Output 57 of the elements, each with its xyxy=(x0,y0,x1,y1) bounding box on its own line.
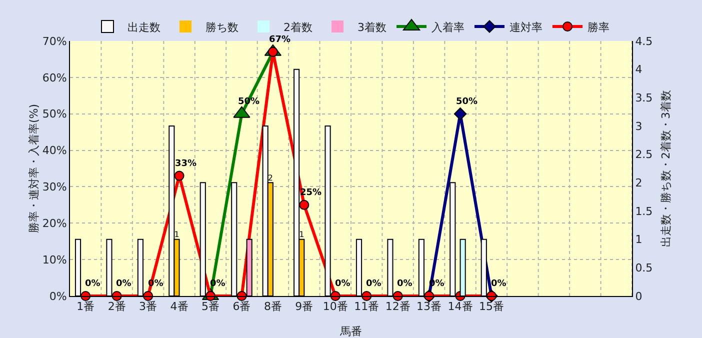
data-label: 50% xyxy=(456,97,478,107)
x-tick-label: 2番 xyxy=(108,300,126,314)
data-label: 67% xyxy=(269,35,291,45)
y-tick-label: 10% xyxy=(42,253,67,266)
x-axis-title: 馬番 xyxy=(339,325,362,338)
point xyxy=(174,170,184,181)
y2-tick-label: 0.5 xyxy=(635,262,653,275)
y-tick-label: 30% xyxy=(42,180,67,194)
data-label: 0% xyxy=(491,279,506,289)
x-tick-label: 15番 xyxy=(479,300,504,314)
data-label: 0% xyxy=(85,279,100,289)
y2-tick-label: 2 xyxy=(635,176,642,190)
x-tick-label: 12番 xyxy=(385,300,410,314)
y-tick-label: 40% xyxy=(42,144,67,158)
x-tick-label: 10番 xyxy=(322,300,348,314)
y2-tick-label: 1 xyxy=(635,233,642,246)
x-tick-label: 3番 xyxy=(139,300,158,314)
legend-label: 入着率 xyxy=(432,20,464,34)
y2-tick-label: 2.5 xyxy=(635,148,653,162)
data-label: 2 xyxy=(268,173,273,182)
data-label: 0% xyxy=(397,279,412,289)
point xyxy=(454,108,467,120)
x-tick-label: 8番 xyxy=(264,300,282,314)
data-label: 0% xyxy=(335,279,350,289)
data-label: 1 xyxy=(299,230,304,239)
y-tick-label: 70% xyxy=(42,34,67,48)
legend-label: 連対率 xyxy=(510,20,542,34)
y2-axis-title: 出走数・勝ち数・2着数・3着数 xyxy=(660,90,672,247)
y-tick-label: 20% xyxy=(42,216,67,230)
x-tick-label: 9番 xyxy=(295,300,314,314)
legend-label: 2着数 xyxy=(284,20,312,34)
x-tick-label: 5番 xyxy=(202,300,220,314)
y-tick-label: 0% xyxy=(49,290,67,303)
legend-label: 勝ち数 xyxy=(206,20,238,34)
data-label: 1 xyxy=(174,230,180,239)
x-tick-label: 13番 xyxy=(416,300,442,314)
x-tick-label: 6番 xyxy=(232,300,251,314)
y2-tick-label: 0 xyxy=(635,290,642,303)
legend-label: 出走数 xyxy=(128,20,160,34)
legend-label: 勝率 xyxy=(588,20,610,34)
x-tick-label: 11番 xyxy=(354,300,380,314)
y2-tick-label: 1.5 xyxy=(635,204,653,218)
legend-label: 3着数 xyxy=(358,20,386,34)
y2-tick-label: 3.5 xyxy=(635,92,653,105)
y-tick-label: 60% xyxy=(42,71,67,84)
x-tick-label: 4番 xyxy=(170,300,188,314)
y2-tick-label: 4 xyxy=(635,63,642,76)
x-tick-label: 1番 xyxy=(76,300,95,314)
y2-tick-label: 3 xyxy=(635,120,642,133)
y-axis-title: 勝率・連対率・入着率(%) xyxy=(27,104,40,234)
data-label: 33% xyxy=(175,159,197,169)
y-tick-label: 50% xyxy=(42,108,67,121)
point xyxy=(299,200,310,210)
y2-tick-label: 4.5 xyxy=(635,34,653,48)
data-label: 0% xyxy=(116,279,132,289)
data-label: 0% xyxy=(366,279,382,289)
x-tick-label: 14番 xyxy=(448,300,473,314)
